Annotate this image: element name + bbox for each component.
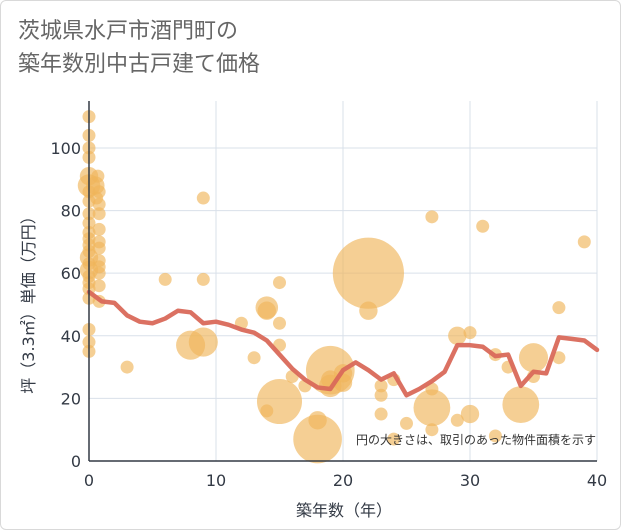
data-bubble [120,360,134,374]
chart-title: 茨城県水戸市酒門町の 築年数別中古戸建て価格 [18,15,260,81]
trend-series [86,289,600,398]
data-bubble [196,191,210,205]
data-bubble [374,407,388,421]
chart-title-line-1: 茨城県水戸市酒門町の [18,19,239,44]
data-bubble [488,429,502,443]
data-bubble [450,413,464,427]
data-bubble [577,235,591,249]
data-bubble [476,219,490,233]
trend-line [86,289,600,398]
data-bubble [92,279,106,293]
y-tick-label: 40 [61,327,81,346]
data-bubble [196,272,210,286]
data-bubble [92,207,106,221]
x-tick-label: 10 [206,471,226,490]
data-bubble [273,276,286,290]
data-bubble [332,237,405,309]
data-bubble [92,241,106,255]
size-note: 円の大きさは、取引のあった物件面積を示す [356,432,596,447]
chart-title-line-2: 築年数別中古戸建て価格 [18,52,261,77]
x-tick-label: 0 [84,471,94,490]
data-bubble [92,222,106,236]
data-bubble [448,326,467,345]
data-bubble [463,326,477,340]
data-bubble [188,327,218,357]
axes [88,101,597,462]
data-bubble [425,423,439,437]
data-bubble [273,316,286,330]
x-tick-label: 30 [460,471,480,490]
data-bubble [425,210,439,224]
data-bubble [387,432,401,446]
y-tick-label: 60 [61,264,81,283]
data-bubble [518,343,549,373]
data-bubble [256,379,303,425]
data-bubble [92,266,106,280]
x-tick-label: 40 [587,471,607,490]
data-bubble [257,301,276,320]
data-bubble [374,388,388,402]
data-bubble [400,416,413,430]
x-tick-label: 20 [333,471,353,490]
bubble-series [77,110,591,464]
data-bubble [502,386,540,424]
data-bubble [460,404,480,424]
y-tick-label: 20 [61,389,81,408]
data-bubble [92,185,106,199]
data-bubble [413,389,451,427]
data-bubble [552,351,566,365]
data-bubble [92,197,106,211]
x-axis-label: 築年数（年） [296,501,392,520]
y-tick-label: 80 [61,202,81,221]
data-bubble [247,351,261,365]
data-bubble [552,301,566,315]
y-tick-label: 100 [50,139,81,158]
data-bubble [359,301,378,320]
y-tick-label: 0 [71,452,81,471]
tick-labels: 0 10 20 30 40 0 20 40 60 80 100 [50,139,607,490]
y-axis-label: 坪（3.3㎡）単価（万円） [19,208,38,393]
data-bubble [158,272,172,286]
data-bubble [374,379,388,393]
data-bubble [293,414,342,464]
data-bubble [91,169,105,183]
